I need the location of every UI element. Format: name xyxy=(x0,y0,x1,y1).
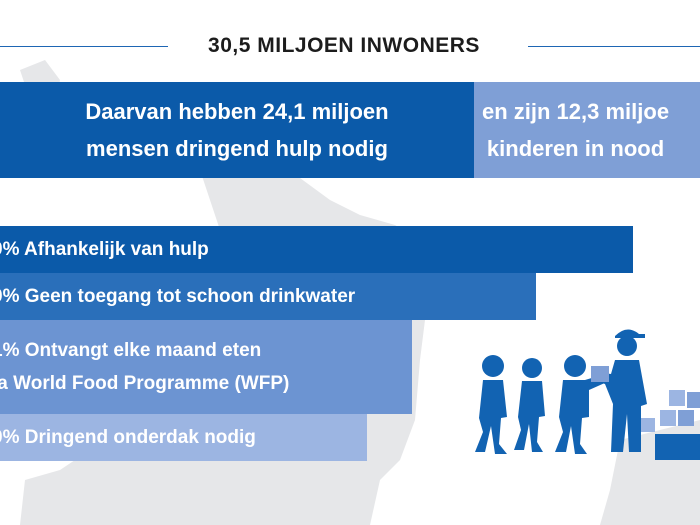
stat-bar-no-clean-water: 0% Geen toegang tot schoon drinkwater xyxy=(0,273,536,320)
page-title: 30,5 MILJOEN INWONERS xyxy=(208,34,480,57)
stat-label: 1% Ontvangt elke maand eten ia World Foo… xyxy=(0,340,290,394)
stat-bar-aid-dependent: 0% Afhankelijk van hulp xyxy=(0,226,633,273)
people-in-need-text: Daarvan hebben 24,1 miljoen mensen dring… xyxy=(85,99,389,161)
people-in-need-box: Daarvan hebben 24,1 miljoen mensen dring… xyxy=(0,82,474,178)
header-line-right xyxy=(528,46,700,47)
people-receiving-aid-icon xyxy=(475,329,700,460)
children-in-need-box: en zijn 12,3 miljoe kinderen in nood xyxy=(474,82,700,178)
stat-bar-wfp-food: 1% Ontvangt elke maand eten ia World Foo… xyxy=(0,320,412,414)
children-in-need-text: en zijn 12,3 miljoe kinderen in nood xyxy=(482,99,670,161)
header-line-left xyxy=(0,46,168,47)
stat-label: 0% Geen toegang tot schoon drinkwater xyxy=(0,286,356,307)
stat-label: 0% Dringend onderdak nodig xyxy=(0,427,256,448)
stat-label: 0% Afhankelijk van hulp xyxy=(0,239,209,260)
stat-bar-shelter-needed: 0% Dringend onderdak nodig xyxy=(0,414,367,461)
